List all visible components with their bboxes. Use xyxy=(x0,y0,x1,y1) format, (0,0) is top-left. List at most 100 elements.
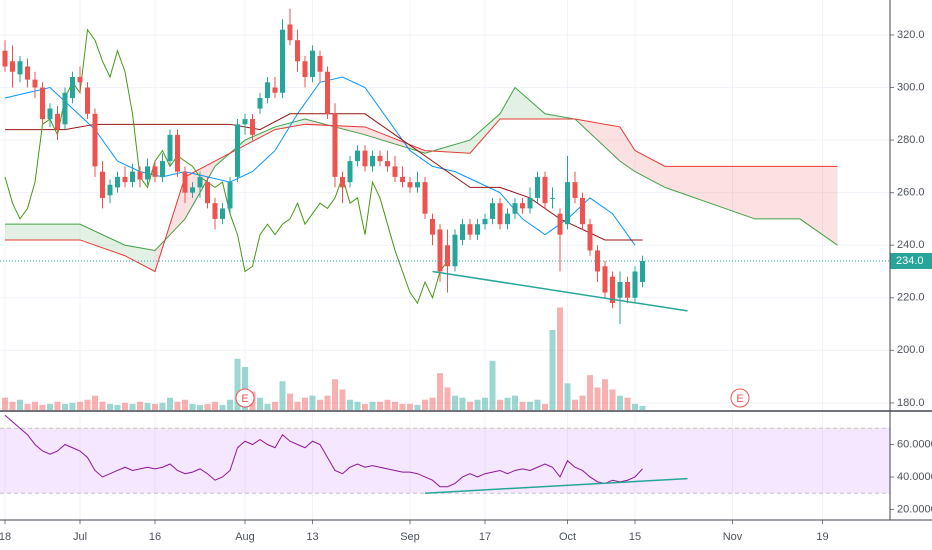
candle-body xyxy=(55,113,61,130)
volume-bar xyxy=(572,399,579,410)
cloud-fill xyxy=(710,166,756,219)
candle-body xyxy=(70,77,76,99)
candle-body xyxy=(527,197,533,209)
x-tick-label: 19 xyxy=(816,531,828,543)
volume-bar xyxy=(309,395,316,410)
candle-body xyxy=(377,155,383,162)
volume-bar xyxy=(47,403,54,410)
candle-body xyxy=(572,182,578,198)
candle-body xyxy=(325,71,331,114)
volume-bar xyxy=(287,393,294,410)
volume-bar xyxy=(62,403,69,410)
volume-bar xyxy=(54,401,61,410)
candle-body xyxy=(430,218,436,235)
volume-bar xyxy=(92,395,99,410)
event-marker xyxy=(730,388,750,408)
candle-body xyxy=(227,182,233,209)
volume-bar xyxy=(482,397,489,410)
y-tick-label: 300.0 xyxy=(897,81,925,93)
candle-body xyxy=(257,98,263,109)
rsi-tick-label: 60.0000 xyxy=(897,438,932,450)
volume-bar xyxy=(182,399,189,410)
candle-body xyxy=(100,171,106,198)
price-tag-label: 234.0 xyxy=(896,255,924,267)
candle-body xyxy=(460,224,466,240)
candle-body xyxy=(505,213,511,225)
candle-body xyxy=(482,218,488,225)
candle-body xyxy=(287,24,293,41)
volume-bar xyxy=(99,401,106,410)
candle-body xyxy=(182,171,188,193)
rsi-tick-label: 40.0000 xyxy=(897,471,932,483)
candle-body xyxy=(25,66,31,80)
candle-body xyxy=(302,61,308,78)
volume-bar xyxy=(429,397,436,410)
volume-bar xyxy=(144,402,151,410)
volume-bar xyxy=(512,395,519,410)
volume-bar xyxy=(579,395,586,410)
volume-bar xyxy=(594,387,601,410)
y-tick-label: 220.0 xyxy=(897,292,925,304)
event-marker xyxy=(235,388,255,408)
trendline xyxy=(432,270,688,312)
candle-body xyxy=(205,182,211,204)
candle-body xyxy=(137,171,143,180)
volume-bar xyxy=(9,401,16,410)
candle-body xyxy=(250,119,256,135)
candle-body xyxy=(242,119,248,125)
cloud-fill xyxy=(635,150,666,188)
volume-bar xyxy=(519,401,526,410)
volume-bar xyxy=(17,399,24,410)
candle-body xyxy=(310,50,316,78)
volume-bar xyxy=(77,401,84,410)
candle-body xyxy=(107,184,113,196)
candle-body xyxy=(85,87,91,114)
volume-bar xyxy=(639,405,646,410)
volume-bar xyxy=(497,399,504,410)
candle-body xyxy=(77,77,83,83)
leading-span-b xyxy=(5,118,838,273)
rsi-line xyxy=(4,414,643,488)
volume-bar xyxy=(152,403,159,410)
candle-body xyxy=(145,166,151,180)
volume-bar xyxy=(557,307,564,410)
cloud-fill xyxy=(275,119,306,130)
volume-bar xyxy=(317,399,324,410)
cloud-fill xyxy=(515,87,546,120)
volume-bar xyxy=(527,401,534,410)
volume-bar xyxy=(452,395,459,410)
volume-bar xyxy=(279,381,286,410)
candle-body xyxy=(40,87,46,120)
candle-body xyxy=(362,150,368,167)
x-tick-label: Oct xyxy=(559,531,576,543)
lagging-span xyxy=(4,28,448,305)
candle-body xyxy=(535,176,541,198)
candle-body xyxy=(272,87,278,93)
candle-body xyxy=(587,224,593,251)
x-tick-label: 15 xyxy=(629,531,641,543)
volume-bar xyxy=(107,403,114,410)
volume-bar xyxy=(602,379,609,410)
price-tag xyxy=(890,252,932,269)
candle-body xyxy=(332,113,338,177)
candle-body xyxy=(475,224,481,235)
candle-body xyxy=(467,224,473,235)
volume-bar xyxy=(542,403,549,410)
candle-body xyxy=(175,134,181,172)
cloud-fill xyxy=(755,166,801,219)
volume-bar xyxy=(467,401,474,410)
y-tick-label: 260.0 xyxy=(897,187,925,199)
candle-body xyxy=(2,50,8,67)
candle-body xyxy=(317,55,323,72)
volume-bar xyxy=(437,373,444,410)
x-tick-label: Nov xyxy=(723,531,743,543)
volume-bar xyxy=(234,358,241,410)
candle-body xyxy=(400,176,406,183)
volume-bar xyxy=(272,401,279,410)
y-tick-label: 280.0 xyxy=(897,134,925,146)
volume-bar xyxy=(302,397,309,410)
volume-bar xyxy=(549,330,556,410)
x-tick-label: Aug xyxy=(235,531,255,543)
cloud-fill xyxy=(245,126,276,146)
candle-body xyxy=(580,197,586,225)
